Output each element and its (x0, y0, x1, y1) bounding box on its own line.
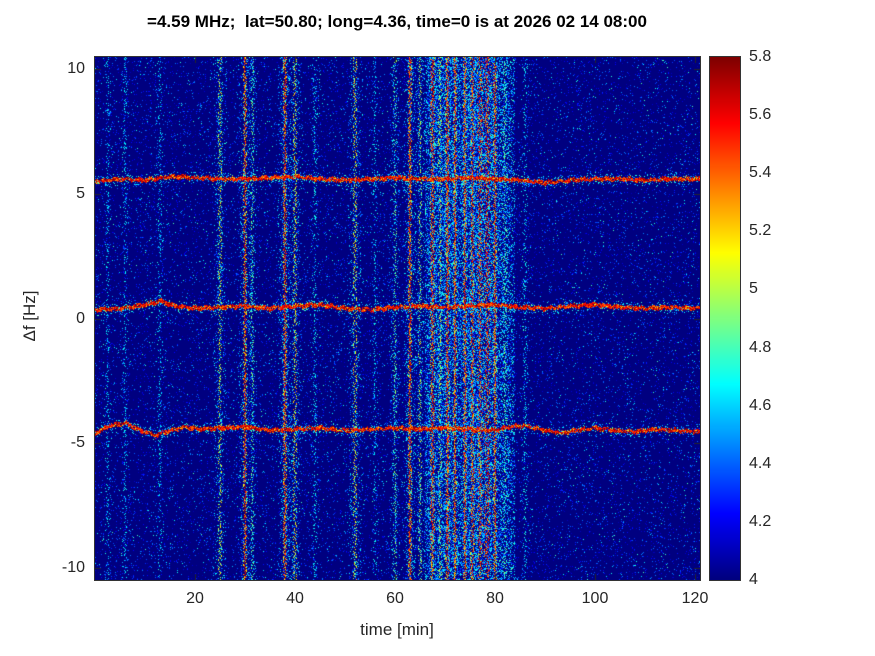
y-tick-label: 5 (76, 184, 85, 202)
figure-title: =4.59 MHz; lat=50.80; long=4.36, time=0 … (147, 12, 647, 31)
colorbar-tick-label: 5 (749, 280, 758, 298)
colorbar (709, 56, 741, 581)
x-axis-label: time [min] (360, 620, 434, 639)
plot-area (94, 56, 701, 581)
x-tick-label: 80 (486, 590, 504, 607)
y-tick-label: -5 (70, 434, 85, 452)
x-tick-label: 20 (186, 590, 204, 607)
colorbar-tick-label: 5.4 (749, 164, 772, 182)
y-tick-label: 10 (67, 60, 85, 78)
colorbar-tick-label: 4.2 (749, 512, 772, 530)
y-tick-label: 0 (76, 309, 85, 327)
spectrogram-canvas (95, 57, 700, 580)
y-axis-label: Δf [Hz] (20, 290, 39, 342)
colorbar-tick-label: 4.6 (749, 396, 772, 414)
colorbar-canvas (710, 57, 740, 580)
colorbar-tick-label: 4.8 (749, 338, 772, 356)
colorbar-tick-label: 5.2 (749, 222, 772, 240)
x-tick-label: 60 (386, 590, 404, 607)
colorbar-tick-label: 5.8 (749, 48, 772, 65)
x-tick-label: 120 (681, 590, 709, 607)
x-tick-label: 100 (581, 590, 609, 607)
y-tick-label: -10 (61, 558, 85, 576)
colorbar-tick-label: 4 (749, 571, 758, 588)
colorbar-tick-label: 4.4 (749, 454, 772, 472)
x-tick-label: 40 (286, 590, 304, 607)
colorbar-tick-label: 5.6 (749, 106, 772, 124)
